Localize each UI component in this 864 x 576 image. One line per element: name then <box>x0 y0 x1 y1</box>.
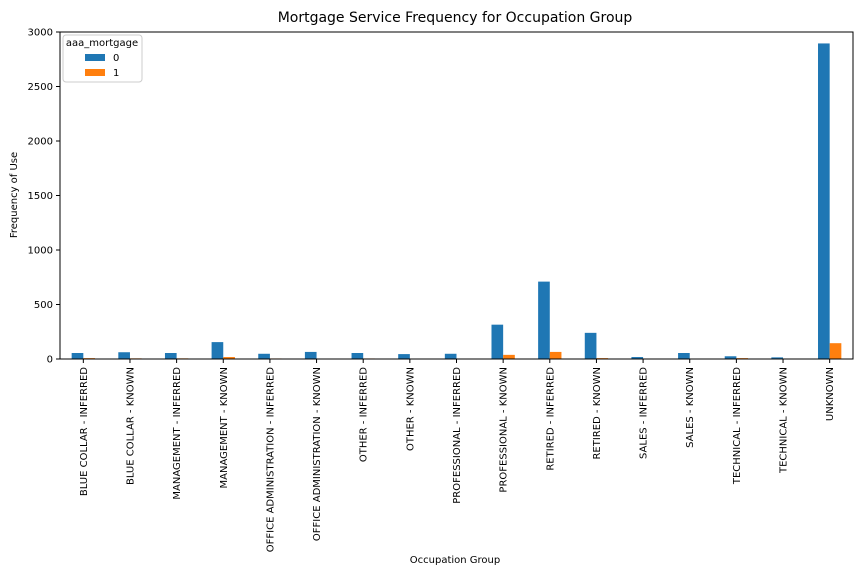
x-tick-label: RETIRED - INFERRED <box>545 367 556 471</box>
bar-series-0 <box>304 351 317 359</box>
y-tick-label: 1500 <box>28 191 53 202</box>
x-tick-label: MANAGEMENT - KNOWN <box>219 367 230 488</box>
x-tick-label: PROFESSIONAL - INFERRED <box>452 367 463 504</box>
y-tick-label: 0 <box>47 355 53 366</box>
x-tick-label: BLUE COLLAR - INFERRED <box>79 367 90 496</box>
bar-series-0 <box>444 353 457 359</box>
bar-series-1 <box>549 351 562 359</box>
bar-series-0 <box>724 356 737 359</box>
bar-series-0 <box>398 354 410 359</box>
y-tick-label: 500 <box>34 300 53 311</box>
bar-series-0 <box>818 43 830 359</box>
legend-label-1: 1 <box>113 68 119 79</box>
legend: aaa_mortgage 0 1 <box>62 34 143 83</box>
y-tick-label: 2000 <box>28 137 53 148</box>
legend-swatch-0 <box>85 54 105 61</box>
x-tick-label: PROFESSIONAL - KNOWN <box>499 367 510 493</box>
x-tick-label: OFFICE ADMINISTRATION - INFERRED <box>265 367 276 553</box>
x-tick-label: OFFICE ADMINISTRATION - KNOWN <box>312 367 323 541</box>
bar-series-0 <box>771 357 784 359</box>
y-tick-label: 3000 <box>28 28 53 39</box>
y-tick-label: 1000 <box>28 246 53 257</box>
x-axis-label: Occupation Group <box>410 555 500 566</box>
x-tick-label: MANAGEMENT - INFERRED <box>172 367 183 500</box>
x-tick-label: TECHNICAL - KNOWN <box>779 367 790 474</box>
legend-swatch-1 <box>85 69 105 76</box>
bar-series-0 <box>491 324 504 359</box>
x-tick-label: SALES - KNOWN <box>685 367 696 448</box>
x-tick-label: TECHNICAL - INFERRED <box>732 367 743 485</box>
bar-series-0 <box>118 352 130 359</box>
legend-label-0: 0 <box>113 53 119 64</box>
x-tick-label: OTHER - INFERRED <box>359 367 370 462</box>
y-tick-label: 2500 <box>28 82 53 93</box>
bar-series-0 <box>538 281 550 359</box>
legend-title: aaa_mortgage <box>66 38 138 49</box>
x-tick-label: OTHER - KNOWN <box>405 367 416 451</box>
chart-title: Mortgage Service Frequency for Occupatio… <box>278 10 633 26</box>
bar-series-0 <box>351 353 364 359</box>
bar-series-1 <box>223 357 235 359</box>
bar-series-1 <box>503 354 515 359</box>
bar-series-0 <box>164 353 177 359</box>
bar-series-0 <box>678 353 690 359</box>
bar-series-0 <box>584 332 597 359</box>
plot-frame <box>59 31 854 360</box>
bar-series-0 <box>211 342 224 359</box>
bar-series-0 <box>258 353 270 359</box>
bar-series-0 <box>631 357 644 359</box>
x-tick-label: SALES - INFERRED <box>639 367 650 459</box>
plot-area: 0 500 1000 1500 2000 2500 3000 BLUE COLLAR - IN… <box>28 28 854 553</box>
y-axis-label: Frequency of Use <box>9 152 20 238</box>
x-tick-label: UNKNOWN <box>825 367 836 421</box>
bar-series-0 <box>71 353 84 359</box>
x-tick-label: RETIRED - KNOWN <box>592 367 603 460</box>
bar-series-1 <box>829 343 842 359</box>
x-tick-label: BLUE COLLAR - KNOWN <box>125 367 136 485</box>
